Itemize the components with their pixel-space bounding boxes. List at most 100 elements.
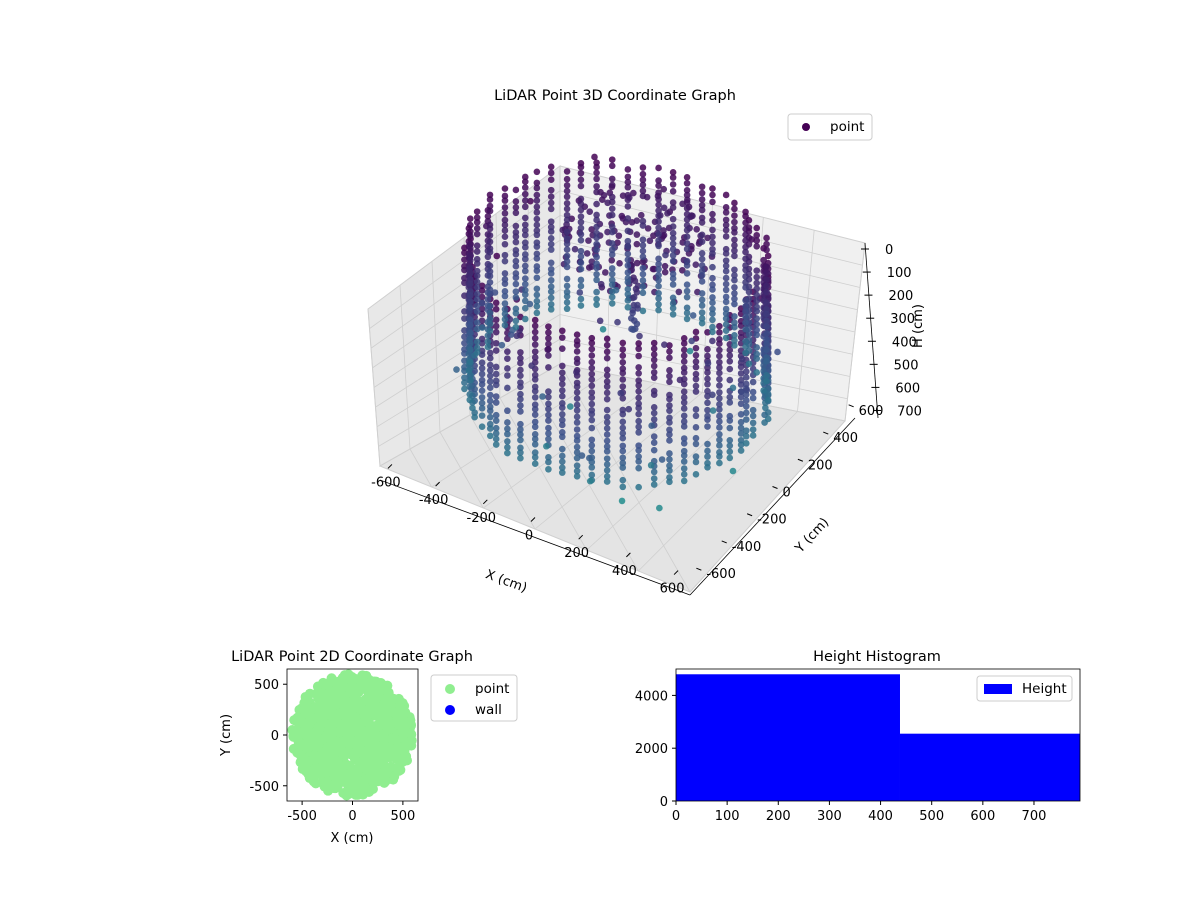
point-3d [680, 334, 688, 342]
point-3d [547, 163, 555, 171]
point-2d [348, 696, 359, 707]
z-tick-label-3d: 600 [895, 381, 920, 396]
point-3d [486, 425, 494, 432]
point-3d [692, 261, 700, 269]
point-3d [635, 423, 642, 431]
point-3d [486, 397, 494, 405]
point-2d [309, 750, 320, 761]
point-3d [698, 255, 706, 263]
y-tick-label-histogram: 2000 [635, 742, 668, 757]
point-3d [512, 309, 520, 317]
point-3d [478, 299, 486, 307]
point-3d [669, 199, 677, 206]
point-3d [492, 430, 500, 437]
point-3d [624, 243, 632, 250]
point-3d [577, 224, 585, 232]
point-3d [599, 326, 607, 333]
point-3d [635, 453, 642, 460]
point-3d [491, 289, 499, 296]
point-3d [603, 406, 611, 414]
point-2d-outlier [317, 688, 328, 699]
point-3d [593, 253, 600, 261]
point-3d [655, 301, 662, 308]
point-3d [531, 441, 539, 448]
point-3d [501, 185, 509, 192]
point-3d [473, 278, 481, 286]
point-3d [664, 210, 671, 217]
point-3d [692, 370, 700, 378]
point-3d [683, 222, 691, 229]
point-3d [521, 267, 529, 275]
point-3d [473, 248, 481, 255]
point-3d [722, 315, 730, 322]
point-3d [619, 383, 627, 390]
point-3d [473, 344, 481, 352]
point-3d [639, 187, 647, 195]
point-3d [486, 327, 494, 335]
point-3d [666, 437, 673, 444]
point-3d [763, 346, 770, 353]
point-3d [742, 373, 750, 381]
point-3d [753, 279, 761, 287]
point-3d [763, 276, 770, 283]
z-axis-label-3d: H (cm) [911, 304, 926, 348]
point-3d [577, 182, 585, 190]
point-3d [504, 372, 511, 379]
point-3d [603, 443, 611, 450]
z-tick-label-3d: 700 [897, 404, 922, 419]
point-3d [501, 300, 509, 307]
point-3d [716, 401, 723, 408]
point-3d [704, 453, 711, 460]
point-3d [669, 311, 677, 318]
point-3d [669, 174, 677, 181]
point-3d [547, 186, 555, 194]
point-3d [563, 258, 571, 265]
point-3d [692, 328, 700, 336]
point-3d [684, 196, 691, 204]
legend-marker-wall-2d [445, 705, 455, 715]
grid-line-back-horizontal [559, 264, 856, 333]
point-3d [492, 322, 500, 330]
point-3d [563, 199, 571, 207]
point-3d [742, 255, 749, 263]
y-tick-label-3d: -200 [757, 513, 787, 528]
point-3d [737, 393, 745, 401]
point-3d [726, 393, 734, 401]
point-3d [545, 411, 552, 419]
point-3d [655, 306, 662, 314]
point-3d [731, 342, 738, 349]
point-3d [683, 304, 691, 312]
point-3d [716, 358, 723, 366]
point-3d [698, 262, 706, 269]
point-3d [486, 378, 494, 385]
point-3d [692, 423, 700, 431]
point-3d [588, 352, 596, 359]
point-3d [709, 407, 717, 414]
point-3d [466, 396, 474, 404]
point-3d [749, 406, 757, 414]
y-axis-label-2d: Y (cm) [219, 714, 234, 757]
point-3d [698, 183, 706, 191]
point-3d [531, 322, 539, 330]
point-2d [327, 760, 338, 771]
point-3d [760, 387, 767, 394]
point-3d [486, 272, 494, 280]
point-3d [742, 338, 749, 345]
point-3d [650, 446, 658, 454]
point-3d [763, 310, 770, 318]
point-3d [558, 458, 566, 465]
point-3d [624, 278, 632, 286]
point-3d [666, 431, 673, 438]
point-3d [709, 198, 716, 206]
point-3d [603, 473, 611, 480]
point-3d [545, 388, 552, 395]
point-3d [608, 223, 616, 230]
point-3d [608, 265, 616, 272]
point-2d [371, 676, 382, 687]
point-3d [683, 309, 691, 317]
point-3d [655, 266, 662, 273]
point-3d [742, 380, 750, 388]
point-3d [639, 277, 647, 284]
point-3d [521, 291, 529, 298]
